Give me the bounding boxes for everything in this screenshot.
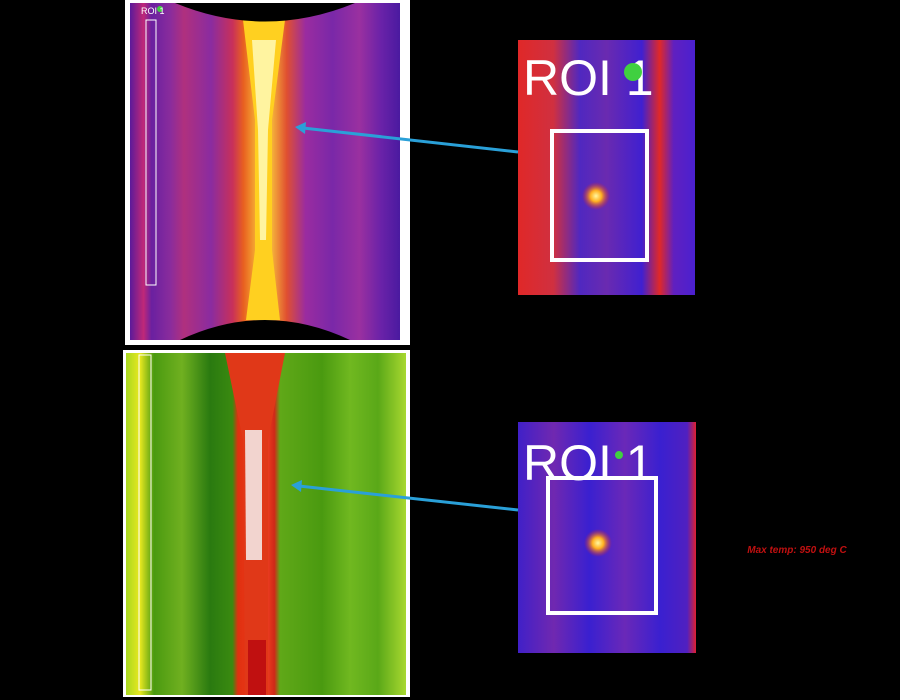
top-roi-zoom: ROI 1 [518,40,695,295]
bottom-roi-zoom: ROI 1 [518,422,696,653]
arrows [291,122,519,512]
top-thermal-image: ROI 1 [125,0,410,345]
roi-label: ROI 1 [141,6,165,16]
arrow-head [291,480,302,492]
arrow [298,484,519,512]
annotation: Max temp: 950 deg C [747,545,847,556]
arrow-head [295,122,306,134]
arrow [302,126,519,154]
bottom-thermal-image [123,350,410,697]
roi-label: ROI 1 [523,435,654,491]
